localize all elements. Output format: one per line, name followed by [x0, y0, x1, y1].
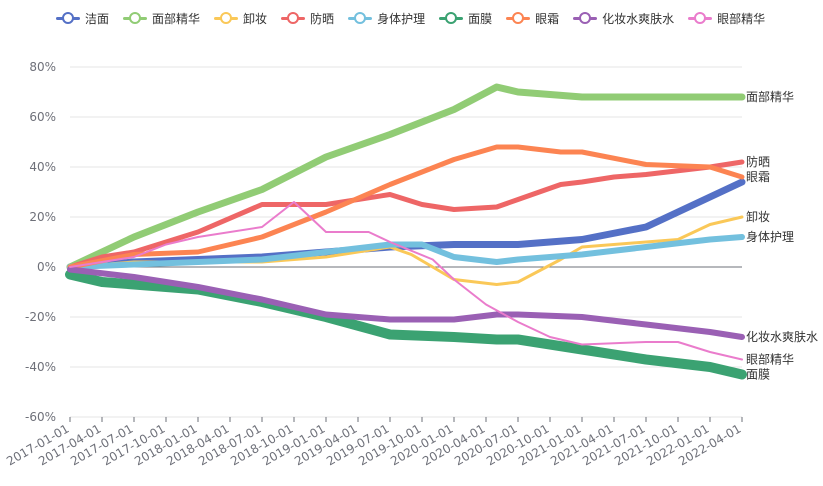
legend-item[interactable]: 身体护理 — [348, 10, 425, 27]
legend-label: 面部精华 — [152, 11, 201, 26]
legend-swatch-icon — [506, 11, 531, 25]
series-line[interactable] — [69, 201, 743, 361]
y-tick-label: 40% — [29, 160, 56, 174]
legend-item[interactable]: 防晒 — [281, 10, 334, 27]
legend-label: 化妆水爽肤水 — [602, 11, 675, 26]
legend-swatch-icon — [348, 11, 373, 25]
series-line[interactable] — [66, 83, 746, 271]
y-tick-label: 0% — [37, 260, 56, 274]
series-end-label: 化妆水爽肤水 — [746, 329, 818, 344]
series-line[interactable] — [67, 266, 745, 340]
legend-item[interactable]: 卸妆 — [214, 10, 267, 27]
series-end-label: 身体护理 — [746, 229, 794, 244]
y-tick-label: 20% — [29, 210, 56, 224]
legend-label: 身体护理 — [377, 11, 426, 26]
legend-item[interactable]: 面膜 — [439, 10, 492, 27]
legend-swatch-icon — [573, 11, 598, 25]
legend: 洁面 面部精华 卸妆 防晒 身体护理 面膜 眼霜 化妆水爽肤水 眼部精华 — [56, 6, 779, 30]
series-line[interactable] — [67, 159, 745, 270]
legend-item[interactable]: 眼部精华 — [688, 10, 765, 27]
y-tick-label: -40% — [25, 360, 56, 374]
y-tick-label: 60% — [29, 110, 56, 124]
y-tick-label: -20% — [25, 310, 56, 324]
y-tick-label: 80% — [29, 60, 56, 74]
series-line[interactable] — [67, 234, 745, 270]
legend-label: 眼霜 — [535, 11, 560, 26]
series-end-label: 面部精华 — [746, 89, 794, 104]
legend-item[interactable]: 眼霜 — [506, 10, 559, 27]
legend-label: 面膜 — [468, 11, 493, 26]
legend-label: 眼部精华 — [717, 11, 766, 26]
series-end-label: 防晒 — [746, 154, 770, 169]
legend-swatch-icon — [688, 11, 713, 25]
legend-swatch-icon — [123, 11, 148, 25]
legend-item[interactable]: 洁面 — [56, 10, 109, 27]
legend-item[interactable]: 面部精华 — [123, 10, 200, 27]
legend-swatch-icon — [56, 11, 80, 25]
legend-label: 防晒 — [310, 11, 335, 26]
legend-item[interactable]: 化妆水爽肤水 — [573, 10, 674, 27]
series-end-label: 眼霜 — [746, 170, 770, 184]
legend-swatch-icon — [439, 11, 464, 25]
legend-swatch-icon — [214, 11, 239, 25]
series-line[interactable] — [67, 144, 745, 270]
legend-swatch-icon — [281, 11, 306, 25]
series-end-label: 卸妆 — [746, 209, 770, 224]
y-tick-label: -60% — [25, 410, 56, 424]
series-end-label: 面膜 — [746, 368, 770, 382]
series-end-label: 眼部精华 — [746, 352, 794, 367]
legend-label: 卸妆 — [243, 11, 268, 26]
legend-label: 洁面 — [85, 11, 110, 26]
series-line[interactable] — [65, 269, 747, 380]
